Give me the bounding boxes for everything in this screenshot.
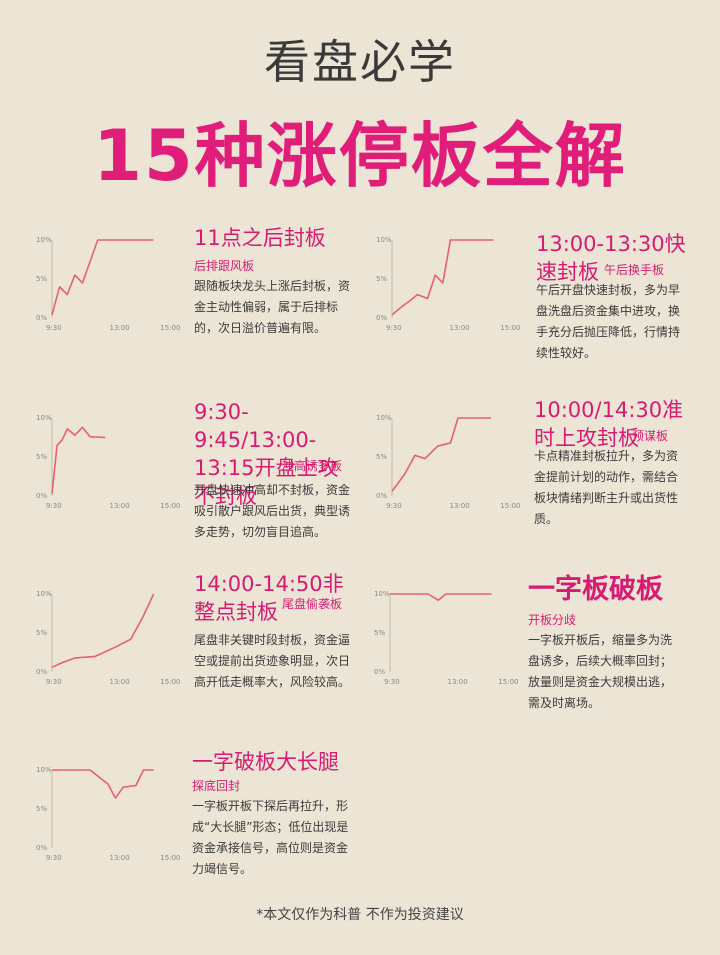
panel-2-desc: 午后开盘快速封板，多为早盘洗盘后资金集中进攻，换手充分后抛压降低，行情持续性较好… [536, 283, 681, 360]
panel-4-title: 10:00/14:30准时上攻封板 [534, 398, 684, 450]
line-chart-1: 10% 5% 0% 9:30 13:00 15:00 [36, 236, 180, 332]
panel-1-tag: 后排跟风板 [194, 259, 255, 273]
y-tick-label: 5% [376, 453, 387, 461]
x-tick-label: 15:00 [160, 854, 180, 862]
y-tick-label: 10% [376, 414, 392, 422]
panel-7-title: 一字破板大长腿 [192, 750, 339, 774]
price-line [52, 769, 154, 799]
x-tick-label: 15:00 [500, 502, 520, 510]
x-tick-label: 9:30 [46, 678, 62, 686]
panel-1-title: 11点之后封板 [194, 226, 326, 250]
panel-4-desc: 卡点精准封板拉升，多为资金提前计划的动作，需结合板块情绪判断主升或出货性质。 [534, 449, 679, 526]
chart-panel-3: 10% 5% 0% 9:30 13:00 15:00 [34, 410, 180, 510]
panel-6-title: 一字板破板 [528, 574, 663, 605]
y-tick-label: 0% [376, 314, 387, 322]
chart-panel-6: 10% 5% 0% 9:30 13:00 15:00 [372, 586, 518, 686]
panel-5-title: 14:00-14:50非整点封板 [194, 572, 344, 624]
y-tick-label: 5% [36, 805, 47, 813]
line-chart-6: 10% 5% 0% 9:30 13:00 15:00 [374, 590, 518, 686]
panel-3-desc: 开盘快速冲高却不封板，资金吸引散户跟风后出货，典型诱多走势，切勿盲目追高。 [194, 483, 351, 539]
panel-5-desc: 尾盘非关键时段封板，资金逼空或提前出货迹象明显，次日高开低走概率大，风险较高。 [194, 633, 351, 689]
y-tick-label: 10% [374, 590, 390, 598]
price-line [51, 239, 154, 316]
line-chart-4: 10% 5% 0% 9:30 13:00 15:00 [376, 414, 520, 510]
x-tick-label: 13:00 [110, 502, 130, 510]
page-subtitle: 看盘必学 [264, 35, 456, 89]
y-tick-label: 0% [36, 314, 47, 322]
chart-panel-5: 10% 5% 0% 9:30 13:00 15:00 [34, 586, 180, 686]
y-tick-label: 0% [36, 844, 47, 852]
price-line [390, 593, 492, 602]
panel-2-tag: 午后换手板 [604, 263, 665, 277]
x-tick-label: 13:00 [110, 854, 130, 862]
chart-panel-1: 10% 5% 0% 9:30 13:00 15:00 [34, 232, 180, 332]
disclaimer-footer: *本文仅作为科普 不作为投资建议 [256, 907, 464, 923]
line-chart-2: 10% 5% 0% 9:30 13:00 15:00 [376, 236, 520, 332]
x-tick-label: 13:00 [450, 502, 470, 510]
chart-panel-4: 10% 5% 0% 9:30 13:00 15:00 [374, 410, 520, 510]
x-tick-label: 15:00 [498, 678, 518, 686]
x-tick-label: 15:00 [160, 678, 180, 686]
y-tick-label: 0% [376, 492, 387, 500]
panel-7-desc: 一字板开板下探后再拉升，形成“大长腿”形态；低位出现是资金承接信号，高位则是资金… [192, 799, 349, 876]
x-tick-label: 9:30 [384, 678, 400, 686]
price-line [391, 239, 494, 316]
y-tick-label: 10% [36, 590, 52, 598]
y-tick-label: 5% [374, 629, 385, 637]
panel-3-tag: 冲高诱多板 [282, 459, 343, 473]
x-tick-label: 15:00 [160, 502, 180, 510]
chart-panel-7: 10% 5% 0% 9:30 13:00 15:00 [34, 762, 180, 862]
x-tick-label: 15:00 [160, 324, 180, 332]
x-tick-label: 13:00 [448, 678, 468, 686]
line-chart-7: 10% 5% 0% 9:30 13:00 15:00 [36, 766, 180, 862]
x-tick-label: 13:00 [110, 678, 130, 686]
x-tick-label: 13:00 [450, 324, 470, 332]
y-tick-label: 10% [376, 236, 392, 244]
y-tick-label: 5% [376, 275, 387, 283]
x-tick-label: 9:30 [46, 854, 62, 862]
panel-2-title: 13:00-13:30快速封板 [536, 232, 686, 284]
price-line [51, 426, 106, 494]
panel-4-tag: 预谋板 [632, 429, 669, 443]
y-tick-label: 5% [36, 275, 47, 283]
panel-7-tag: 探底回封 [192, 779, 241, 793]
y-tick-label: 10% [36, 236, 52, 244]
x-tick-label: 9:30 [386, 502, 402, 510]
page-title: 15种涨停板全解 [93, 115, 627, 197]
x-tick-label: 13:00 [110, 324, 130, 332]
chart-panel-2: 10% 5% 0% 9:30 13:00 15:00 [374, 232, 520, 332]
price-line [391, 417, 492, 492]
panel-5-tag: 尾盘偷袭板 [282, 597, 343, 611]
y-tick-label: 0% [36, 668, 47, 676]
panel-1-desc: 跟随板块龙头上涨后封板，资金主动性偏弱，属于后排标的，次日溢价普遍有限。 [194, 279, 351, 335]
line-chart-5: 10% 5% 0% 9:30 13:00 15:00 [36, 590, 180, 686]
y-tick-label: 5% [36, 629, 47, 637]
x-tick-label: 15:00 [500, 324, 520, 332]
price-line [51, 593, 155, 669]
panel-6-tag: 开板分歧 [528, 613, 577, 627]
line-chart-3: 10% 5% 0% 9:30 13:00 15:00 [36, 414, 180, 510]
x-tick-label: 9:30 [386, 324, 402, 332]
y-tick-label: 5% [36, 453, 47, 461]
y-tick-label: 10% [36, 766, 52, 774]
panel-3-title: 9:30-9:45/13:00-13:15开盘上攻不封板 [194, 400, 339, 508]
y-tick-label: 10% [36, 414, 52, 422]
y-tick-label: 0% [374, 668, 385, 676]
y-tick-label: 0% [36, 492, 47, 500]
panel-6-desc: 一字板开板后，缩量多为洗盘诱多，后续大概率回封；放量则是资金大规模出逃，需及时离… [528, 633, 673, 710]
x-tick-label: 9:30 [46, 324, 62, 332]
x-tick-label: 9:30 [46, 502, 62, 510]
